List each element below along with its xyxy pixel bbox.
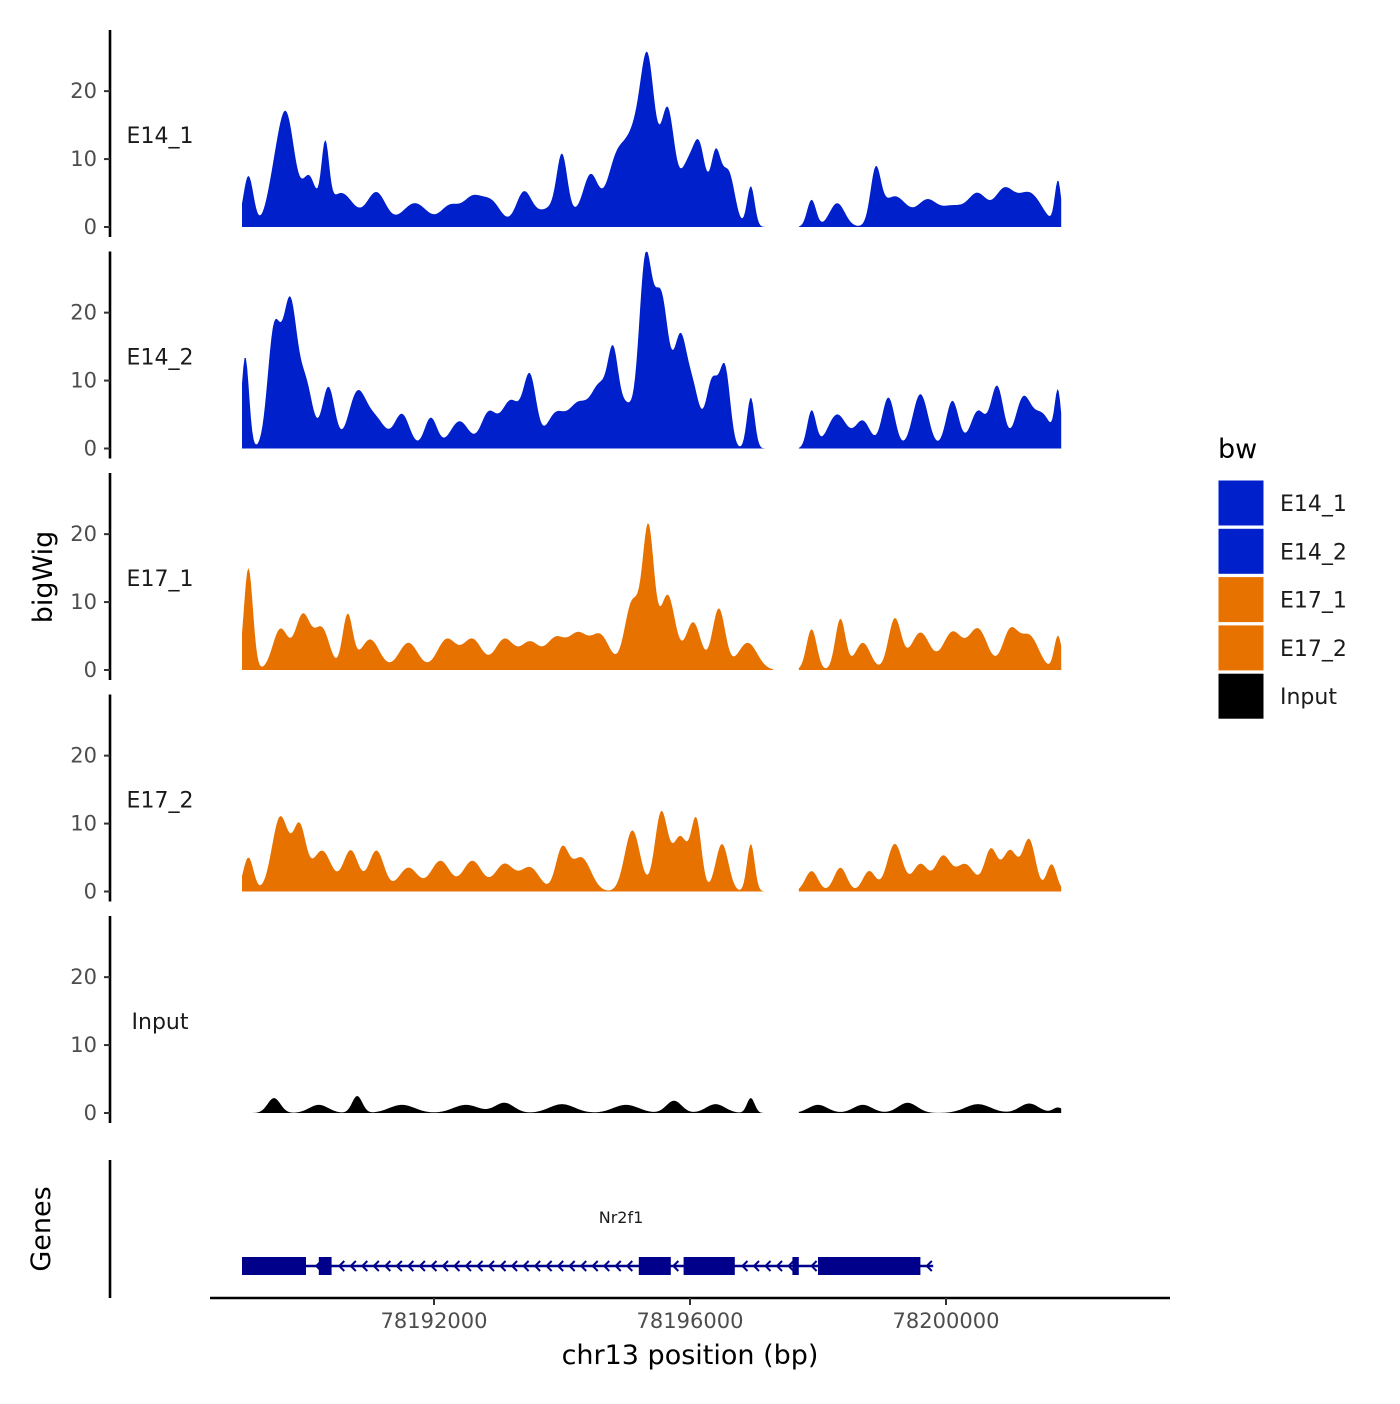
gene-exon: [792, 1257, 799, 1275]
strand-arrow: [337, 1260, 345, 1272]
legend-label-Input: Input: [1280, 685, 1337, 710]
y-tick-label: 20: [70, 744, 97, 768]
strand-arrow: [441, 1260, 449, 1272]
y-tick-label: 10: [70, 147, 97, 171]
track-E14_1: 0 10 20 E14_1: [70, 30, 1062, 239]
strand-arrow: [545, 1260, 553, 1272]
y-tick-label: 20: [70, 301, 97, 325]
coverage-area-E14_2: [242, 251, 774, 449]
y-tick-label: 0: [84, 215, 97, 239]
legend-label-E17_2: E17_2: [1280, 637, 1347, 662]
y-tick-label: 0: [84, 437, 97, 461]
gene-exon: [683, 1257, 735, 1275]
coverage-area-E14_1: [798, 166, 1062, 227]
strand-arrow: [556, 1260, 564, 1272]
strand-arrow: [418, 1260, 426, 1272]
strand-arrow: [476, 1260, 484, 1272]
strand-arrow: [510, 1260, 518, 1272]
gene-exon: [242, 1257, 306, 1275]
strand-arrow: [579, 1260, 587, 1272]
coverage-area-E14_1: [242, 51, 774, 228]
strand-arrow: [453, 1260, 461, 1272]
strand-arrow: [568, 1260, 576, 1272]
strand-arrow: [671, 1260, 680, 1272]
tracks-layer: 0 10 20 E14_1 0 10 20 E14_2 0 10 20 E17_1 0 10 20 E17_2…: [28, 30, 1062, 1125]
y-tick-label: 0: [84, 1101, 97, 1125]
legend-label-E17_1: E17_1: [1280, 589, 1347, 614]
legend-label-E14_1: E14_1: [1280, 492, 1347, 517]
track-E17_2: 0 10 20 E17_2: [70, 694, 1062, 904]
x-tick-label: 78200000: [893, 1309, 1000, 1333]
legend-swatch-Input: [1217, 672, 1265, 720]
gene-exon: [818, 1257, 921, 1275]
y-tick-label: 0: [84, 658, 97, 682]
strand-arrow: [372, 1260, 380, 1272]
strand-arrow: [383, 1260, 392, 1272]
track-label: Input: [132, 1010, 189, 1035]
strand-arrow: [487, 1260, 495, 1272]
strand-arrow: [499, 1260, 507, 1272]
strand-arrow: [360, 1260, 369, 1272]
strand-arrow: [787, 1260, 795, 1272]
strand-arrow: [533, 1260, 541, 1272]
legend-title: bw: [1218, 434, 1257, 465]
track-label: E14_1: [127, 124, 194, 149]
strand-arrow: [625, 1260, 633, 1272]
coverage-area-E17_1: [242, 523, 774, 670]
strand-arrow: [810, 1260, 818, 1272]
coverage-area-E17_1: [798, 617, 1062, 670]
x-axis-title: chr13 position (bp): [562, 1340, 819, 1371]
gene-name-label: Nr2f1: [599, 1208, 644, 1227]
strand-arrow: [406, 1260, 415, 1272]
strand-arrow: [752, 1260, 760, 1272]
coverage-area-E14_2: [798, 385, 1062, 449]
legend-swatch-E14_2: [1217, 527, 1265, 575]
track-label: E17_2: [127, 789, 194, 814]
strand-arrow: [395, 1260, 403, 1272]
strand-arrow: [591, 1260, 599, 1272]
strand-arrow: [464, 1260, 472, 1272]
track-label: E14_2: [127, 346, 194, 371]
y-tick-label: 10: [70, 369, 97, 393]
coverage-area-E17_2: [798, 838, 1062, 892]
strand-arrow: [741, 1260, 749, 1272]
strand-arrow: [430, 1260, 438, 1272]
y-tick-label: 10: [70, 812, 97, 836]
strand-arrow: [775, 1260, 783, 1272]
track-label: E17_1: [127, 567, 194, 592]
strand-arrow: [349, 1260, 357, 1272]
strand-arrow: [614, 1260, 622, 1272]
coverage-area-Input: [798, 1102, 1062, 1113]
strand-arrow: [522, 1260, 530, 1272]
legend-swatch-E17_2: [1217, 624, 1265, 672]
strand-arrow: [602, 1260, 610, 1272]
y-tick-label: 20: [70, 965, 97, 989]
strand-arrow: [764, 1260, 772, 1272]
track-E14_2: 0 10 20 E14_2: [70, 251, 1062, 461]
y-tick-label: 10: [70, 590, 97, 614]
legend-swatch-E17_1: [1217, 576, 1265, 624]
y-tick-label: 10: [70, 1033, 97, 1057]
coverage-area-Input: [242, 1096, 774, 1113]
y-tick-label: 20: [70, 79, 97, 103]
track-Input: 0 10 20 Input: [70, 916, 1062, 1125]
legend-swatch-E14_1: [1217, 479, 1265, 527]
y-tick-label: 20: [70, 522, 97, 546]
y-tick-label: 0: [84, 880, 97, 904]
track-E17_1: 0 10 20 E17_1: [70, 473, 1062, 682]
legend: bw E14_1 E14_2 E17_1 E17_2 Input: [1217, 434, 1347, 720]
coverage-area-E17_2: [242, 810, 774, 892]
gene-exon: [638, 1257, 671, 1275]
x-tick-label: 78196000: [637, 1309, 744, 1333]
gene-exon: [318, 1257, 332, 1275]
genes-title: Genes: [26, 1186, 57, 1271]
y-axis-title: bigWig: [28, 531, 59, 624]
x-axis: 78192000 78196000 78200000 chr13 position (…: [210, 1296, 1170, 1371]
genes-panel: Genes Nr2f1: [26, 1160, 934, 1298]
legend-label-E14_2: E14_2: [1280, 540, 1347, 565]
strand-arrow: [925, 1260, 933, 1272]
x-tick-label: 78192000: [381, 1309, 488, 1333]
